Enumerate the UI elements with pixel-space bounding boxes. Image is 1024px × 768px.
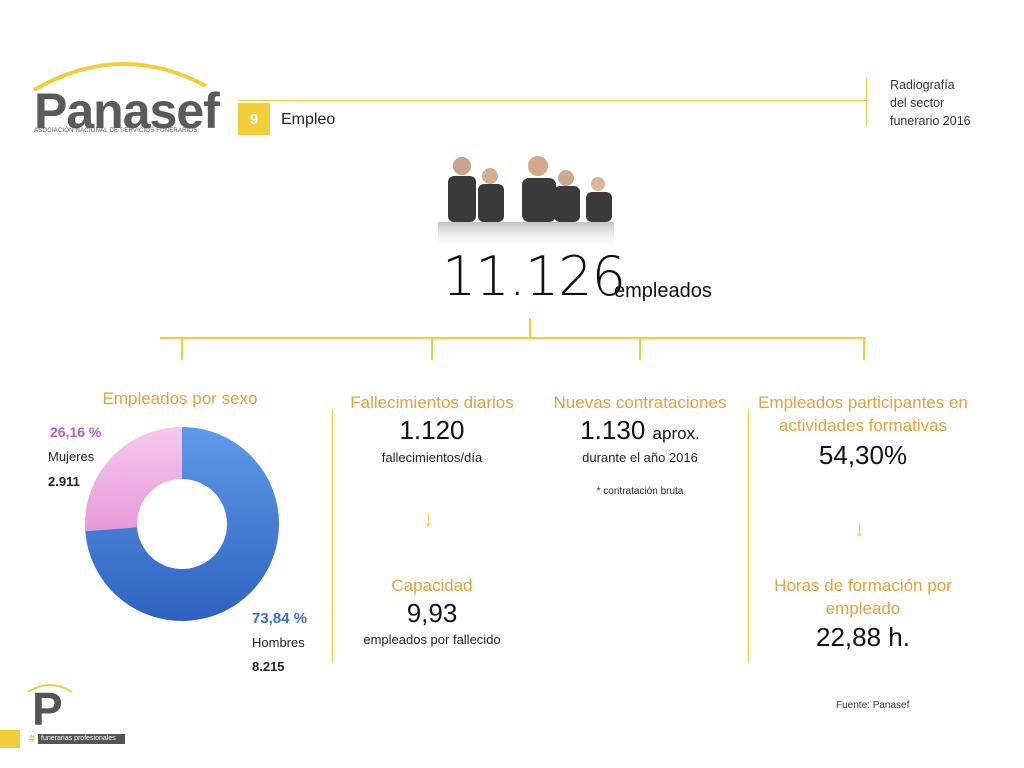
source-note: Fuente: Panasef — [836, 700, 910, 711]
column-divider — [748, 410, 749, 662]
report-title: Radiografía del sector funerario 2016 — [890, 76, 1000, 130]
capacity-unit: empleados por fallecido — [363, 632, 501, 647]
new-hires-value-row: 1.130 aprox. — [536, 415, 744, 449]
women-count: 2.911 — [48, 474, 80, 489]
men-percentage: 73,84 % — [252, 610, 308, 627]
daily-deaths-title: Fallecimientos diarios — [350, 393, 514, 412]
women-label: Mujeres — [48, 449, 95, 464]
header-rule — [238, 100, 866, 101]
bracket-connector — [160, 318, 866, 360]
employees-photo — [438, 156, 614, 250]
new-hires-value: 1.130 — [580, 415, 646, 445]
logo-subtitle: ASOCIACIÓN NACIONAL DE SERVICIOS FUNERAR… — [34, 128, 198, 134]
new-hires-suffix: aprox. — [652, 424, 700, 443]
donut-slice-mujeres — [85, 427, 182, 532]
new-hires-title: Nuevas contrataciones — [553, 393, 727, 412]
daily-deaths-value: 1.120 — [399, 415, 465, 445]
section-number-badge: 9 — [238, 103, 270, 135]
arrow-down-icon: ↓ — [854, 516, 865, 541]
column-divider — [332, 410, 333, 662]
training-hours-title: Horas de formación por empleado — [774, 576, 952, 618]
women-percentage: 26,16 % — [50, 424, 102, 440]
chart-title: Empleados por sexo — [102, 389, 258, 408]
arrow-down-icon: ↓ — [423, 506, 434, 531]
panasef-logo: Panasef — [34, 83, 220, 139]
daily-deaths-unit: fallecimientos/día — [381, 450, 483, 465]
new-hires-period: durante el año 2016 — [582, 450, 698, 465]
section-title: Empleo — [281, 111, 336, 128]
report-title-line: Radiografía — [890, 78, 955, 92]
men-count: 8.215 — [252, 659, 285, 674]
training-participants-value: 54,30% — [818, 440, 908, 470]
men-label: Hombres — [252, 635, 305, 650]
total-employees-label: empleados — [614, 280, 712, 302]
training-participants-title: Empleados participantes en actividades f… — [758, 393, 968, 435]
footer-logo-arc — [27, 684, 73, 693]
header-rule-vertical — [866, 78, 867, 126]
footer-logo-letter: P — [32, 683, 63, 735]
capacity-value: 9,93 — [406, 598, 458, 628]
footer-accent-bar — [0, 730, 20, 748]
donut-slice-hombres — [85, 427, 279, 621]
new-hires-note: * contratación bruta — [596, 486, 684, 497]
report-title-line: del sector — [890, 96, 945, 110]
capacity-title: Capacidad — [391, 576, 473, 595]
footer-hash: # — [29, 733, 36, 745]
logo-arc — [32, 62, 207, 92]
total-employees-value: 11.126 — [442, 245, 626, 308]
report-title-line: funerario 2016 — [890, 114, 971, 128]
footer-tagline: funerarias profesionales — [38, 734, 125, 744]
donut-chart — [85, 427, 279, 621]
training-hours-value: 22,88 h. — [816, 622, 910, 652]
